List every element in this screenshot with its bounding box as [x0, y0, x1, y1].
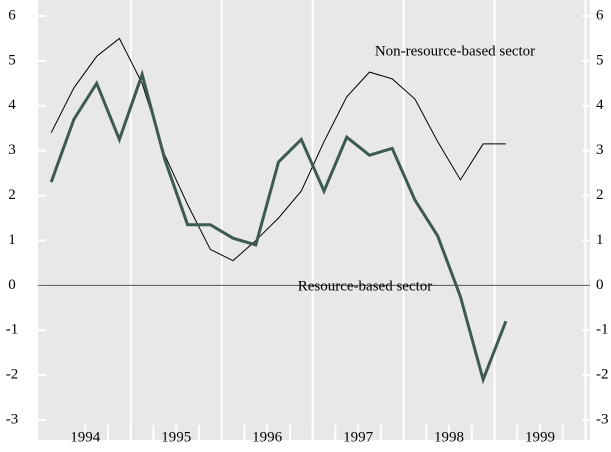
x-tick-label: 1997 — [343, 429, 374, 445]
y-tick-label: -1 — [6, 322, 19, 338]
x-tick-label: 1999 — [525, 429, 555, 445]
y-tick-label: 0 — [8, 277, 16, 293]
y2-tick-label: 3 — [596, 142, 604, 158]
y2-tick-label: 4 — [596, 97, 604, 113]
y-tick-label: 4 — [8, 97, 16, 113]
y-tick-label: 5 — [8, 52, 16, 68]
y2-tick-label: -2 — [596, 367, 609, 383]
y2-tick-label: 2 — [596, 187, 604, 203]
y-tick-label: 6 — [8, 7, 16, 23]
series-line — [50, 37, 506, 262]
y-tick-label: 2 — [8, 187, 16, 203]
x-tick-label: 1995 — [161, 429, 191, 445]
series-line — [49, 69, 508, 385]
series-label: Resource-based sector — [298, 278, 433, 294]
y-tick-label: -3 — [6, 411, 19, 427]
y2-tick-label: 6 — [596, 7, 604, 23]
y2-tick-label: 0 — [596, 277, 604, 293]
x-tick-label: 1996 — [252, 429, 283, 445]
x-tick-label: 1998 — [434, 429, 464, 445]
series-label: Non-resource-based sector — [375, 43, 535, 59]
y-tick-label: 1 — [8, 232, 16, 248]
y-tick-label: 3 — [8, 142, 16, 158]
y-tick-label: -2 — [6, 367, 19, 383]
y2-tick-label: -3 — [596, 411, 609, 427]
x-tick-label: 1994 — [70, 429, 101, 445]
plot-background — [38, 0, 590, 440]
y2-tick-label: 1 — [596, 232, 604, 248]
y2-tick-label: -1 — [596, 322, 609, 338]
y2-tick-label: 5 — [596, 52, 604, 68]
